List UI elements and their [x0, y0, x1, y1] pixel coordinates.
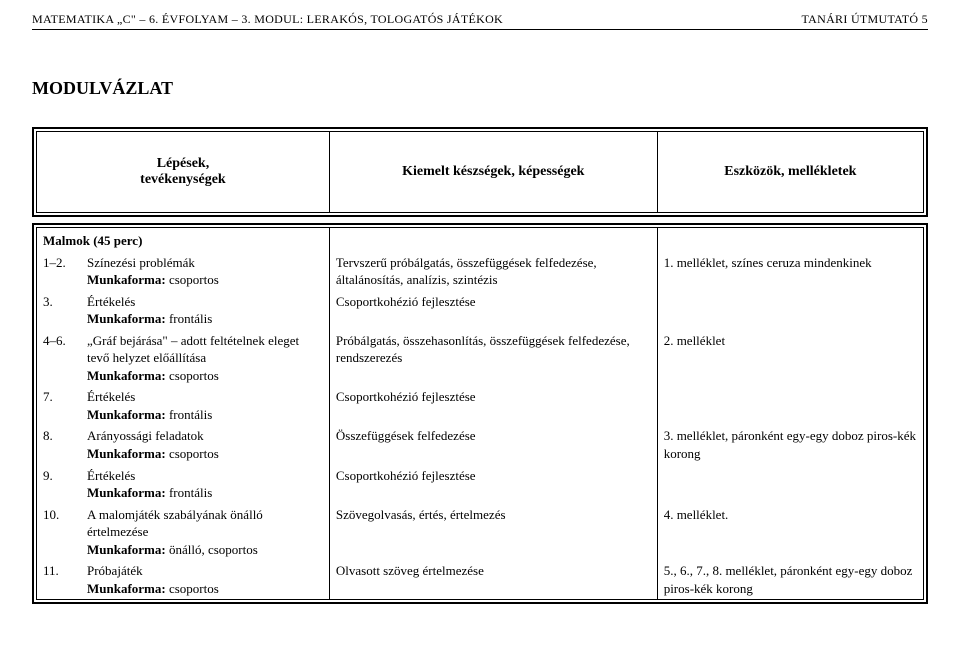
row-number: 11. — [43, 562, 73, 597]
cell-skills: Próbálgatás, összehasonlítás, összefüggé… — [329, 330, 657, 387]
cell-steps: 9. ÉrtékelésMunkaforma: frontális — [37, 465, 329, 504]
cell-tools — [657, 386, 923, 425]
cell-skills: Összefüggések felfedezése — [329, 425, 657, 464]
cell-skills: Csoportkohézió fejlesztése — [329, 465, 657, 504]
row-number: 10. — [43, 506, 73, 559]
row-number: 3. — [43, 293, 73, 328]
row-text: Színezési problémákMunkaforma: csoportos — [87, 254, 323, 289]
cell-steps: 8. Arányossági feladatokMunkaforma: csopo… — [37, 425, 329, 464]
col-header-tools: Eszközök, mellékletek — [657, 132, 923, 212]
section-title: Malmok (45 perc) — [37, 228, 329, 252]
row-number: 8. — [43, 427, 73, 462]
cell-tools — [657, 465, 923, 504]
cell-tools: 3. melléklet, páronként egy-egy doboz pi… — [657, 425, 923, 464]
table-row: 11. PróbajátékMunkaforma: csoportosOlvaso… — [37, 560, 923, 599]
cell-steps: 10. A malomjáték szabályának önálló értel… — [37, 504, 329, 561]
table-row: 7. ÉrtékelésMunkaforma: frontálisCsoportk… — [37, 386, 923, 425]
row-text: PróbajátékMunkaforma: csoportos — [87, 562, 323, 597]
row-text: A malomjáték szabályának önálló értelmez… — [87, 506, 323, 559]
cell-skills: Olvasott szöveg értelmezése — [329, 560, 657, 599]
cell-skills: Szövegolvasás, értés, értelmezés — [329, 504, 657, 561]
col-header-steps: Lépések, tevékenységek — [37, 132, 329, 212]
cell-skills: Csoportkohézió fejlesztése — [329, 386, 657, 425]
section-row: Malmok (45 perc) — [37, 228, 923, 252]
page-header: MATEMATIKA „C" – 6. ÉVFOLYAM – 3. MODUL:… — [32, 12, 928, 30]
row-number: 1–2. — [43, 254, 73, 289]
cell-steps: 7. ÉrtékelésMunkaforma: frontális — [37, 386, 329, 425]
table-body-frame: Malmok (45 perc) 1–2. Színezési problémák… — [32, 223, 928, 604]
table-body: Malmok (45 perc) 1–2. Színezési problémák… — [37, 228, 923, 599]
header-right: TANÁRI ÚTMUTATÓ 5 — [801, 12, 928, 27]
header-left: MATEMATIKA „C" – 6. ÉVFOLYAM – 3. MODUL:… — [32, 12, 503, 27]
table-row: 3. ÉrtékelésMunkaforma: frontálisCsoportk… — [37, 291, 923, 330]
cell-steps: 1–2. Színezési problémákMunkaforma: csopo… — [37, 252, 329, 291]
table-row: 8. Arányossági feladatokMunkaforma: csopo… — [37, 425, 923, 464]
cell-steps: 3. ÉrtékelésMunkaforma: frontális — [37, 291, 329, 330]
cell-steps: 4–6. „Gráf bejárása" – adott feltételnek … — [37, 330, 329, 387]
row-number: 7. — [43, 388, 73, 423]
col-header-skills: Kiemelt készségek, képességek — [329, 132, 657, 212]
cell-tools: 1. melléklet, színes ceruza mindenkinek — [657, 252, 923, 291]
row-number: 9. — [43, 467, 73, 502]
row-text: Arányossági feladatokMunkaforma: csoport… — [87, 427, 323, 462]
table-row: 10. A malomjáték szabályának önálló értel… — [37, 504, 923, 561]
row-text: ÉrtékelésMunkaforma: frontális — [87, 388, 323, 423]
row-text: „Gráf bejárása" – adott feltételnek eleg… — [87, 332, 323, 385]
row-number: 4–6. — [43, 332, 73, 385]
table-header-frame: Lépések, tevékenységek Kiemelt készségek… — [32, 127, 928, 217]
table-row: 9. ÉrtékelésMunkaforma: frontálisCsoportk… — [37, 465, 923, 504]
cell-skills: Tervszerű próbálgatás, összefüggések fel… — [329, 252, 657, 291]
row-text: ÉrtékelésMunkaforma: frontális — [87, 293, 323, 328]
cell-skills: Csoportkohézió fejlesztése — [329, 291, 657, 330]
table-row: 4–6. „Gráf bejárása" – adott feltételnek … — [37, 330, 923, 387]
row-text: ÉrtékelésMunkaforma: frontális — [87, 467, 323, 502]
cell-steps: 11. PróbajátékMunkaforma: csoportos — [37, 560, 329, 599]
cell-tools: 5., 6., 7., 8. melléklet, páronként egy-… — [657, 560, 923, 599]
table-header: Lépések, tevékenységek Kiemelt készségek… — [37, 132, 923, 212]
cell-tools — [657, 291, 923, 330]
page-title: MODULVÁZLAT — [32, 78, 928, 99]
cell-tools: 2. melléklet — [657, 330, 923, 387]
table-row: 1–2. Színezési problémákMunkaforma: csopo… — [37, 252, 923, 291]
cell-tools: 4. melléklet. — [657, 504, 923, 561]
